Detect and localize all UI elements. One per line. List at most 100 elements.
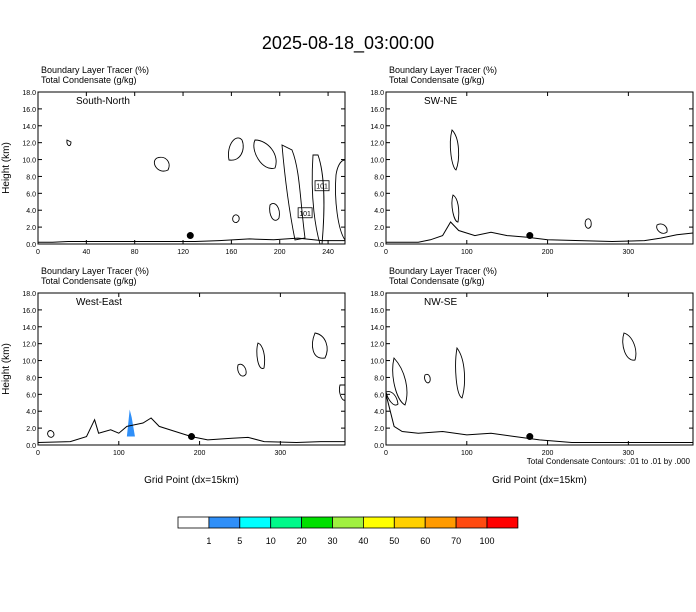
- location-marker: [526, 232, 534, 240]
- y-tick-label: 18.0: [22, 291, 36, 298]
- panel-label: NW-SE: [424, 297, 457, 308]
- panel-header-line: Boundary Layer Tracer (%): [389, 65, 497, 75]
- condensate-contour: [451, 194, 460, 223]
- y-tick-label: 14.0: [370, 325, 384, 332]
- y-tick-label: 2.0: [26, 225, 36, 232]
- colorbar-label: 1: [206, 536, 211, 546]
- colorbar-swatch: [177, 516, 210, 529]
- location-marker: [186, 232, 194, 240]
- x-tick-label: 100: [461, 450, 473, 457]
- y-tick-label: 16.0: [370, 107, 384, 114]
- y-tick-label: 2.0: [374, 225, 384, 232]
- colorbar: 1 5 10 20 30 40 50 60 70 100: [177, 516, 519, 546]
- x-axis-label: Grid Point (dx=15km): [144, 475, 239, 486]
- x-tick-label: 100: [461, 249, 473, 256]
- colorbar-swatch: [270, 516, 303, 529]
- x-tick-label: 300: [623, 450, 635, 457]
- colorbar-swatch: [332, 516, 364, 529]
- colorbar-label: 20: [297, 536, 307, 546]
- y-tick-label: 6.0: [374, 191, 384, 198]
- panel-sw-ne: Boundary Layer Tracer (%)Total Condensat…: [370, 65, 694, 256]
- location-marker: [188, 433, 195, 441]
- colorbar-swatch: [208, 516, 241, 529]
- y-tick-label: 18.0: [370, 291, 384, 298]
- colorbar-label: 5: [237, 536, 242, 546]
- contour-label-box: [297, 207, 313, 219]
- condensate-contour: [311, 154, 325, 245]
- y-tick-label: 2.0: [26, 426, 36, 433]
- x-tick-label: 300: [623, 249, 635, 256]
- condensate-contours: [47, 129, 668, 438]
- colorbar-swatch: [301, 516, 333, 529]
- condensate-contour: [455, 346, 465, 399]
- y-tick-label: 12.0: [22, 141, 36, 148]
- panel-header-line: Boundary Layer Tracer (%): [41, 65, 149, 75]
- panel-nw-se: Boundary Layer Tracer (%)Total Condensat…: [370, 266, 694, 486]
- colorbar-label: 50: [389, 536, 399, 546]
- y-tick-label: 4.0: [374, 409, 384, 416]
- x-axis-label: Grid Point (dx=15km): [492, 475, 587, 486]
- y-tick-label: 18.0: [22, 90, 36, 97]
- y-tick-label: 8.0: [26, 174, 36, 181]
- condensate-contour: [385, 391, 399, 406]
- condensate-contour: [269, 203, 280, 221]
- y-tick-label: 16.0: [22, 107, 36, 114]
- y-tick-label: 10.0: [22, 158, 36, 165]
- plot-frame: [37, 292, 346, 446]
- condensate-contour: [392, 357, 408, 406]
- colorbar-label: 10: [266, 536, 276, 546]
- x-tick-label: 0: [36, 249, 40, 256]
- panel-south-north: Boundary Layer Tracer (%)Total Condensat…: [1, 65, 346, 256]
- condensate-contour: [424, 373, 431, 384]
- condensate-contour: [47, 430, 55, 438]
- y-tick-label: 16.0: [22, 308, 36, 315]
- x-tick-label: 200: [542, 249, 554, 256]
- plot-frame: [385, 91, 694, 245]
- y-tick-label: 6.0: [374, 392, 384, 399]
- condensate-contour: [339, 384, 346, 401]
- y-tick-label: 12.0: [22, 342, 36, 349]
- x-tick-label: 200: [274, 249, 286, 256]
- x-tick-label: 100: [113, 450, 125, 457]
- y-tick-label: 14.0: [22, 124, 36, 131]
- condensate-contour: [237, 363, 247, 377]
- y-tick-label: 8.0: [26, 375, 36, 382]
- colorbar-label: 30: [327, 536, 337, 546]
- panel-header-line: Total Condensate (g/kg): [389, 75, 485, 85]
- colorbar-label: 60: [420, 536, 430, 546]
- y-tick-label: 2.0: [374, 426, 384, 433]
- y-tick-label: 6.0: [26, 392, 36, 399]
- x-tick-label: 0: [384, 249, 388, 256]
- boundary-layer-line: [385, 394, 693, 443]
- chart-title: 2025-08-18_03:00:00: [262, 33, 434, 54]
- x-tick-label: 0: [384, 450, 388, 457]
- condensate-contour: [253, 139, 277, 169]
- x-tick-label: 200: [542, 450, 554, 457]
- y-tick-label: 8.0: [374, 375, 384, 382]
- condensate-contour: [312, 332, 328, 359]
- y-tick-label: 0.0: [374, 242, 384, 249]
- tracer-shading: [126, 409, 135, 437]
- colorbar-label: 70: [451, 536, 461, 546]
- condensate-contour: [153, 156, 170, 172]
- panel-label: West-East: [76, 297, 122, 308]
- y-tick-label: 16.0: [370, 308, 384, 315]
- condensate-contour: [584, 218, 592, 229]
- boundary-layer-line: [37, 417, 345, 444]
- y-tick-label: 12.0: [370, 342, 384, 349]
- colorbar-label: 40: [358, 536, 368, 546]
- x-tick-label: 80: [131, 249, 139, 256]
- x-tick-label: 120: [177, 249, 189, 256]
- y-tick-label: 4.0: [26, 208, 36, 215]
- colorbar-label: 100: [479, 536, 494, 546]
- y-tick-label: 8.0: [374, 174, 384, 181]
- boundary-layer-line: [386, 221, 694, 243]
- colorbar-swatch: [424, 516, 457, 529]
- x-tick-label: 40: [82, 249, 90, 256]
- x-tick-label: 240: [322, 249, 334, 256]
- y-tick-label: 4.0: [26, 409, 36, 416]
- y-axis-label: Height (km): [1, 142, 12, 194]
- colorbar-swatch: [239, 516, 272, 529]
- colorbar-swatch: [362, 516, 395, 529]
- condensate-contour: [622, 332, 637, 361]
